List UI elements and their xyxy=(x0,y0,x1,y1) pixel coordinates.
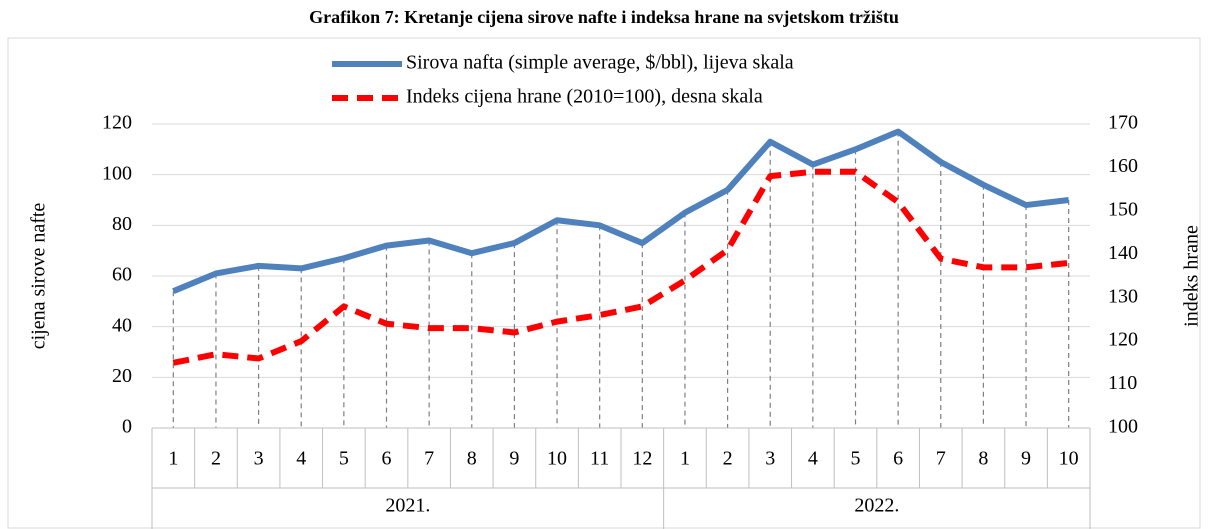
x-tick-label: 6 xyxy=(382,448,392,470)
x-tick-label: 5 xyxy=(851,448,861,470)
x-tick-label: 10 xyxy=(547,448,567,470)
y2-tick-label: 170 xyxy=(1108,112,1138,134)
x-tick-label: 1 xyxy=(168,448,178,470)
x-tick-label: 12 xyxy=(632,448,652,470)
x-tick-label: 9 xyxy=(1021,448,1031,470)
y2-tick-label: 140 xyxy=(1108,242,1138,264)
x-tick-label: 2 xyxy=(723,448,733,470)
x-tick-label: 4 xyxy=(296,448,306,470)
y2-tick-label: 100 xyxy=(1108,416,1138,438)
y-tick-label: 0 xyxy=(122,416,132,438)
y2-tick-label: 120 xyxy=(1108,329,1138,351)
y-tick-label: 100 xyxy=(102,162,132,184)
group-label: 2021. xyxy=(385,495,430,517)
y2-axis-label: indeks hrane xyxy=(1181,225,1203,327)
x-tick-label: 5 xyxy=(339,448,349,470)
x-tick-label: 4 xyxy=(808,448,818,470)
y2-tick-label: 130 xyxy=(1108,285,1138,307)
legend-label: Indeks cijena hrane (2010=100), desna sk… xyxy=(406,86,763,108)
x-tick-label: 7 xyxy=(936,448,946,470)
series-line xyxy=(172,128,1070,294)
y-tick-label: 60 xyxy=(112,264,132,286)
x-tick-label: 7 xyxy=(424,448,434,470)
group-label: 2022. xyxy=(854,495,899,517)
series-line xyxy=(172,168,1069,366)
y-tick-label: 20 xyxy=(112,365,132,387)
x-tick-label: 3 xyxy=(765,448,775,470)
y-axis-label: cijena sirove nafte xyxy=(28,203,50,350)
legend-label: Sirova nafta (simple average, $/bbl), li… xyxy=(406,52,794,74)
x-tick-label: 8 xyxy=(467,448,477,470)
y-tick-label: 80 xyxy=(112,213,132,235)
x-tick-label: 11 xyxy=(590,448,609,470)
x-tick-label: 9 xyxy=(509,448,519,470)
x-tick-label: 8 xyxy=(978,448,988,470)
chart-frame xyxy=(7,37,1201,529)
x-tick-label: 3 xyxy=(254,448,264,470)
y-tick-label: 40 xyxy=(112,314,132,336)
y-tick-label: 120 xyxy=(102,112,132,134)
x-tick-label: 2 xyxy=(211,448,221,470)
chart-title: Grafikon 7: Kretanje cijena sirove nafte… xyxy=(309,7,899,27)
x-tick-label: 1 xyxy=(680,448,690,470)
y2-tick-label: 150 xyxy=(1108,198,1138,220)
y2-tick-label: 160 xyxy=(1108,155,1138,177)
x-tick-label: 10 xyxy=(1059,448,1079,470)
x-tick-label: 6 xyxy=(893,448,903,470)
y2-tick-label: 110 xyxy=(1108,372,1137,394)
